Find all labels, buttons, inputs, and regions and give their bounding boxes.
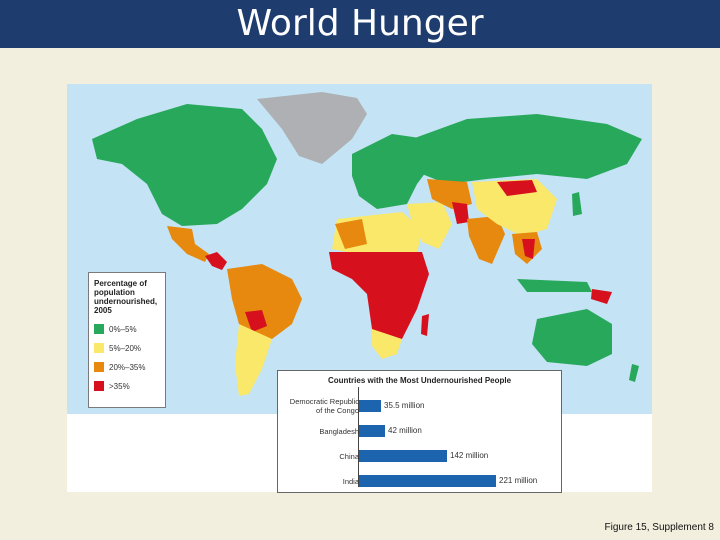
region-indochina [522, 239, 535, 259]
region-afghanistan [452, 202, 469, 224]
region-north-america [92, 104, 277, 226]
legend-item-20-35: 20%–35% [94, 362, 164, 373]
bar-category-label: Democratic Republic [289, 397, 359, 406]
slide-title: World Hunger [236, 3, 484, 44]
bar-value-label: 35.5 million [384, 401, 425, 410]
legend-swatch-orange [94, 362, 104, 372]
region-west-africa [335, 219, 367, 249]
region-south-america-south [235, 324, 272, 396]
region-mexico [167, 226, 209, 262]
chart-title: Countries with the Most Undernourished P… [327, 376, 512, 385]
region-southern-africa [372, 329, 402, 359]
bar [359, 475, 496, 487]
figure-caption: Figure 15, Supplement 8 [604, 522, 714, 533]
legend-item-5-20: 5%–20% [94, 343, 164, 354]
bar-value-label: 221 million [499, 476, 538, 485]
region-japan [572, 192, 582, 216]
legend-swatch-yellow [94, 343, 104, 353]
region-south-america-north [227, 264, 302, 342]
legend-swatch-red [94, 381, 104, 391]
legend-swatch-green [94, 324, 104, 334]
bar [359, 425, 386, 437]
region-papua-new-guinea [591, 289, 612, 304]
legend-label: 5%–20% [109, 344, 142, 353]
bar-category-label: of the Congo [316, 406, 359, 415]
region-china [472, 179, 557, 236]
bar-value-label: 142 million [450, 451, 489, 460]
region-bolivia [245, 310, 267, 332]
bar-category-label: India [342, 476, 359, 486]
title-bar [0, 0, 720, 48]
legend-item-35-plus: >35% [94, 381, 164, 392]
map-legend: Percentage of population undernourished,… [88, 272, 166, 408]
region-madagascar [421, 314, 429, 336]
undernourished-chart: Countries with the Most Undernourished P… [277, 370, 562, 493]
region-middle-east [407, 202, 452, 249]
region-central-asia [427, 179, 472, 209]
bar-category-label: Bangladesh [319, 426, 359, 436]
world-map-svg [67, 84, 652, 414]
region-sub-saharan-africa [329, 252, 429, 349]
bar-value-label: 42 million [388, 426, 422, 435]
region-south-asia [467, 216, 505, 264]
bar [359, 450, 448, 462]
chart-axis [358, 387, 359, 487]
bar-category-label: China [339, 451, 359, 461]
region-europe [352, 134, 432, 209]
region-greenland [257, 92, 367, 164]
legend-label: >35% [109, 382, 130, 391]
legend-label: 20%–35% [109, 363, 146, 372]
region-russia [412, 114, 642, 184]
region-australia [532, 309, 612, 366]
region-central-america [205, 252, 227, 270]
region-mongolia [497, 180, 537, 196]
legend-item-0-5: 0%–5% [94, 324, 164, 335]
legend-title: Percentage of population undernourished,… [94, 279, 158, 315]
world-map [67, 84, 652, 492]
region-indonesia [517, 279, 592, 292]
legend-label: 0%–5% [109, 325, 137, 334]
bar [359, 400, 381, 412]
region-new-zealand [629, 364, 639, 382]
